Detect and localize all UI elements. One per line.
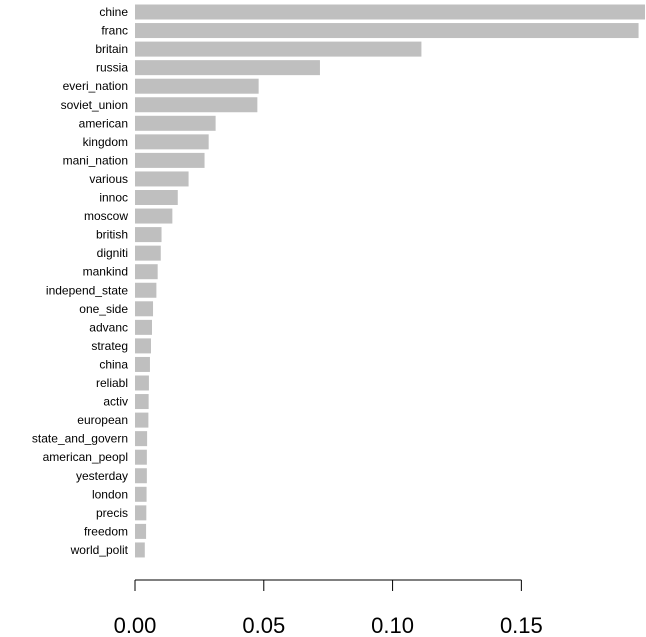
category-label-reliabl: reliabl [96,376,128,390]
category-label-soviet_union: soviet_union [61,98,128,112]
category-labels-group: chine franc britain russia everi_nationsovie… [32,5,129,557]
bar-kingdom [135,134,209,150]
category-label-mani_nation: mani_nation [63,153,128,167]
x-axis: 0.00 0.05 0.10 0.15 [114,579,543,637]
category-label-freedom: freedom [84,524,128,538]
category-label-russia: russia [96,61,128,75]
category-label-american: american [79,116,128,130]
category-label-strateg: strateg [91,339,128,353]
x-tick-label-2: 0.10 [371,613,414,637]
bar-moscow [135,208,173,224]
bar-innoc [135,190,178,205]
bar-advanc [135,319,152,335]
category-label-kingdom: kingdom [83,135,128,149]
bar-american_peopl [135,449,147,465]
bar-russia [135,60,320,76]
bar-chine [135,4,645,20]
category-label-world_polit: world_polit [70,543,129,557]
bar-reliabl [135,375,149,391]
category-label-yesterday: yesterday [76,469,128,483]
bar-mani_nation [135,152,205,168]
bar-mankind [135,264,158,280]
bar-everi_nation [135,78,259,94]
category-label-everi_nation: everi_nation [63,79,128,93]
bars-group [135,4,645,558]
bar-independ_state [135,282,157,298]
x-tick-label-3: 0.15 [500,613,543,637]
x-tick-label-0: 0.00 [114,613,157,637]
bar-various [135,171,189,187]
bar-european [135,412,149,428]
x-tick-label-1: 0.05 [242,613,285,637]
bar-digniti [135,245,161,261]
bar-franc [135,23,639,39]
bar-activ [135,394,149,410]
category-label-independ_state: independ_state [46,283,128,297]
bar-china [135,356,150,372]
bar-yesterday [135,468,147,484]
category-label-american_peopl: american_peopl [43,450,128,464]
category-label-innoc: innoc [99,191,128,205]
category-label-one_side: one_side [79,302,128,316]
category-label-britain: britain [95,42,128,56]
category-label-activ: activ [103,395,128,409]
category-label-china: china [99,357,128,371]
category-label-franc: franc [101,24,128,38]
bar-britain [135,41,422,57]
category-label-digniti: digniti [97,246,128,260]
bar-precis [135,505,147,521]
bar-soviet_union [135,97,258,113]
bar-state_and_govern [135,431,148,447]
bar-strateg [135,338,151,354]
bar-london [135,486,147,502]
bar-world_polit [135,542,145,558]
bar-freedom [135,523,147,539]
bar-one_side [135,301,154,317]
category-label-mankind: mankind [83,265,128,279]
category-label-british: british [96,228,128,242]
category-label-chine: chine [99,5,128,19]
category-label-state_and_govern: state_and_govern [32,432,128,446]
category-label-moscow: moscow [84,209,128,223]
bar-american [135,115,216,131]
category-label-european: european [77,413,128,427]
category-label-various: various [89,172,128,186]
bar-british [135,227,162,243]
category-label-advanc: advanc [89,320,128,334]
category-label-london: london [92,487,128,501]
category-label-precis: precis [96,506,128,520]
